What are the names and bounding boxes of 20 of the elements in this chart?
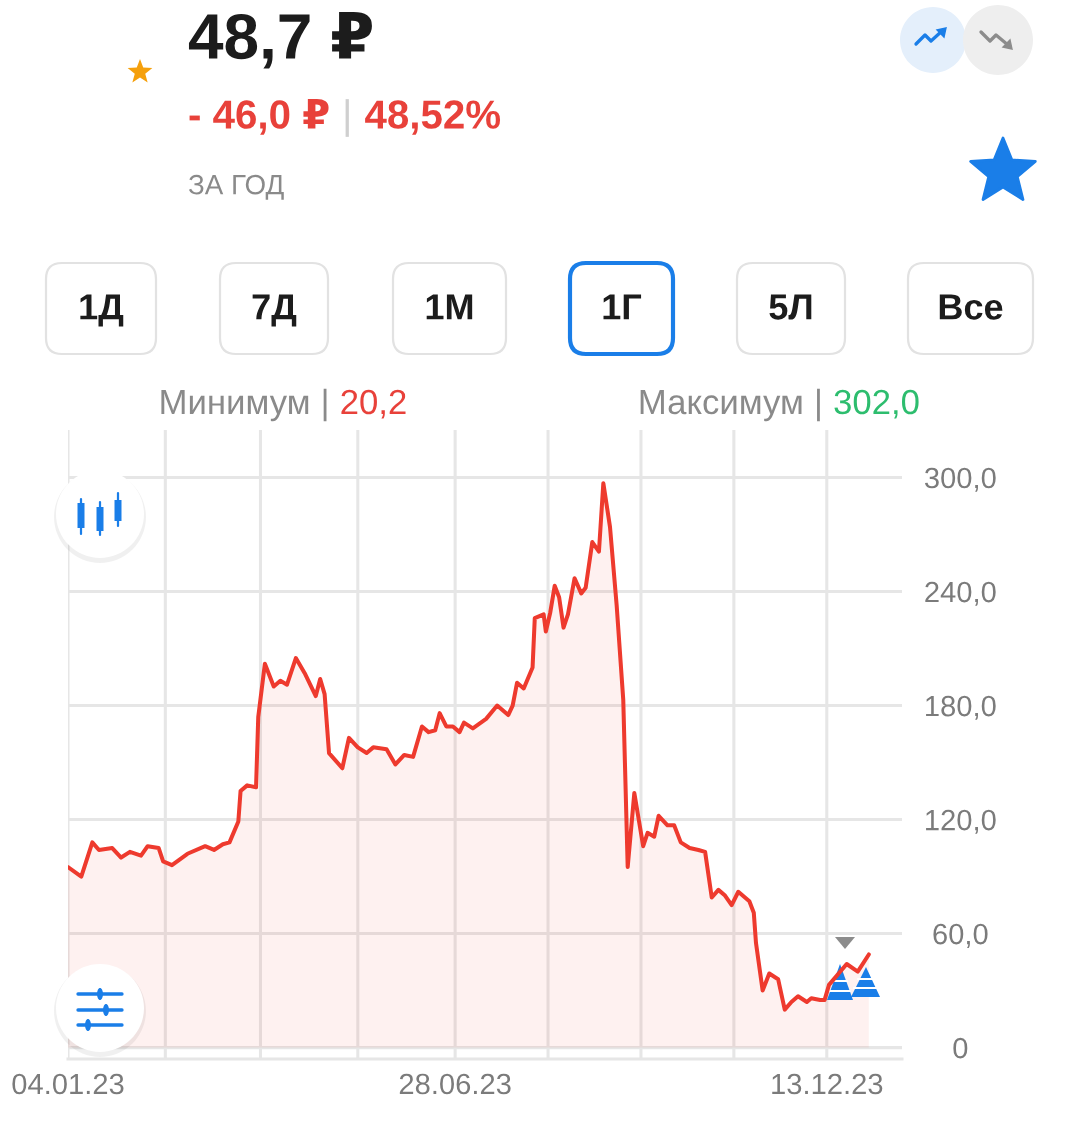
y-tick-label: 0 bbox=[953, 1037, 968, 1059]
text: Минимум | 20,2 bbox=[161, 388, 406, 422]
y-tick-label: 240,0 bbox=[925, 581, 996, 606]
text: 1Г bbox=[603, 294, 642, 320]
chart-subtitle: - 46,0 ₽ | 48,52% bbox=[189, 99, 501, 137]
chart-title: 48,7 ₽ bbox=[188, 11, 372, 69]
x-tick-label: 28.06.23 bbox=[399, 1073, 511, 1095]
y-tick-label: 60,0 bbox=[933, 923, 988, 948]
x-tick-label: 04.01.23 bbox=[12, 1073, 124, 1095]
text: 1М bbox=[426, 294, 473, 320]
text: ЗА ГОД bbox=[188, 174, 284, 200]
text: 5Л bbox=[769, 294, 812, 320]
text: 7Д bbox=[252, 294, 297, 327]
text: 1Д bbox=[80, 294, 124, 327]
text: Максимум | 302,0 bbox=[640, 388, 919, 422]
y-tick-label: 300,0 bbox=[924, 467, 996, 492]
y-tick-label: 180,0 bbox=[926, 695, 996, 720]
y-tick-label: 120,0 bbox=[926, 809, 996, 834]
x-tick-label: 13.12.23 bbox=[772, 1073, 883, 1095]
text: Все bbox=[939, 294, 1003, 320]
